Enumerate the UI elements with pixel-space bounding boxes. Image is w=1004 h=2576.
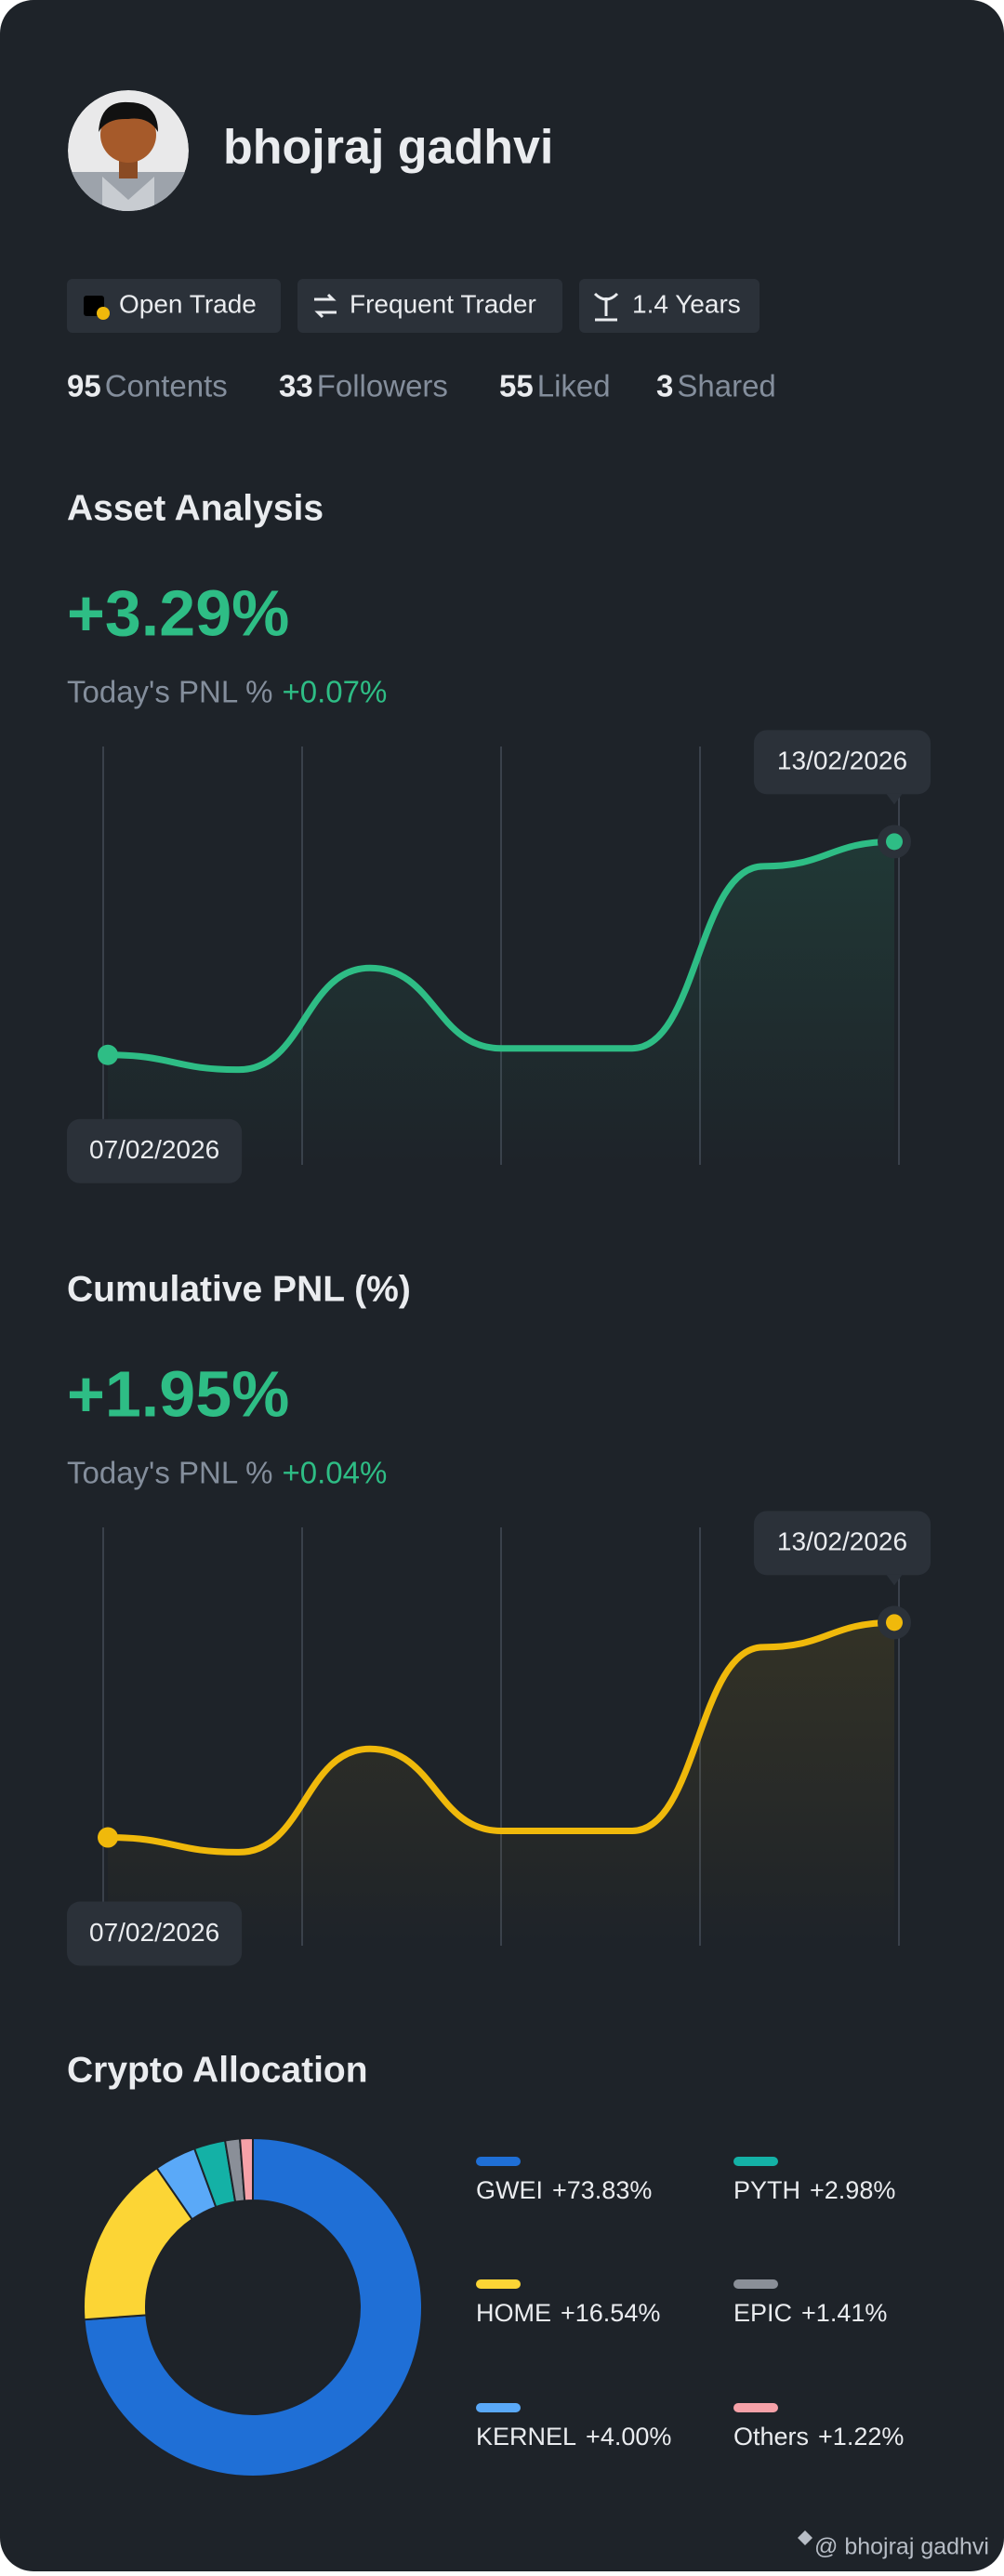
legend-value: +16.54% — [561, 2299, 660, 2327]
legend-name: PYTH — [733, 2176, 800, 2204]
avatar — [68, 90, 189, 211]
legend-value: +4.00% — [586, 2423, 671, 2451]
legend-swatch — [476, 2157, 521, 2166]
pill-pointer — [886, 1574, 903, 1586]
end-dot — [886, 1614, 903, 1631]
legend-name: HOME — [476, 2299, 551, 2327]
footer-handle: @ bhojraj gadhvi — [814, 2534, 989, 2560]
legend-value: +1.41% — [801, 2299, 887, 2327]
badge-label: Frequent Trader — [350, 289, 536, 318]
legend-swatch — [733, 2403, 778, 2412]
line — [107, 838, 895, 1074]
pill-pointer — [886, 793, 903, 805]
legend-name: Others — [733, 2423, 809, 2451]
date-pill — [753, 1511, 931, 1576]
start-date: 07/02/2026 — [89, 1918, 219, 1947]
section-title: Cumulative PNL (%) — [67, 1269, 411, 1309]
area-fill — [108, 1622, 894, 1946]
headline-value: +3.29% — [67, 576, 289, 649]
stat-label: Contents — [105, 369, 228, 403]
badge-label: Open Trade — [119, 289, 257, 318]
legend-swatch — [476, 2279, 521, 2289]
donut-slice — [83, 2136, 423, 2477]
end-date: 13/02/2026 — [777, 746, 907, 775]
pnl-value: +0.07% — [283, 675, 388, 709]
legend-name: EPIC — [733, 2299, 792, 2327]
date-pill — [67, 1901, 243, 1966]
headline-value: +1.95% — [67, 1357, 289, 1430]
stat-label: Followers — [317, 369, 448, 403]
legend-swatch — [476, 2403, 521, 2412]
badge-label: 1.4 Years — [632, 289, 741, 318]
start-date: 07/02/2026 — [89, 1135, 219, 1164]
legend-value: +1.22% — [818, 2423, 904, 2451]
legend-swatch — [733, 2157, 778, 2166]
stat-value: 33 — [279, 369, 313, 403]
end-dot — [886, 833, 903, 851]
donut-slice — [238, 2136, 254, 2202]
section-title: Crypto Allocation — [67, 2050, 368, 2090]
user-name: bhojraj gadhvi — [223, 121, 553, 175]
start-dot — [98, 1044, 118, 1065]
end-date: 13/02/2026 — [777, 1527, 907, 1556]
badge — [297, 279, 562, 333]
legend-name: GWEI — [476, 2176, 543, 2204]
date-pill — [67, 1118, 243, 1183]
badge-icon — [97, 307, 110, 320]
legend-name: KERNEL — [476, 2423, 576, 2451]
line — [107, 1618, 895, 1856]
stat-value: 95 — [67, 369, 101, 403]
stat-value: 55 — [499, 369, 534, 403]
date-pill — [753, 730, 931, 795]
footer-logo — [798, 2530, 812, 2545]
badge-icon — [593, 292, 619, 322]
stat-label: Liked — [537, 369, 611, 403]
legend-value: +2.98% — [810, 2176, 895, 2204]
badge — [579, 279, 760, 333]
pnl-label: Today's PNL % — [67, 675, 273, 709]
badge — [67, 279, 281, 333]
area-fill — [108, 841, 894, 1165]
pnl-label: Today's PNL % — [67, 1456, 273, 1490]
badge-icon — [314, 293, 337, 319]
section-title: Asset Analysis — [67, 488, 324, 528]
pnl-value: +0.04% — [283, 1456, 388, 1490]
start-dot — [98, 1827, 118, 1848]
stat-label: Shared — [677, 369, 775, 403]
badges: Open Trade Frequent Trader 1.4 Years — [67, 279, 760, 333]
legend-value: +73.83% — [552, 2176, 652, 2204]
legend-swatch — [733, 2279, 778, 2289]
stat-value: 3 — [656, 369, 673, 403]
